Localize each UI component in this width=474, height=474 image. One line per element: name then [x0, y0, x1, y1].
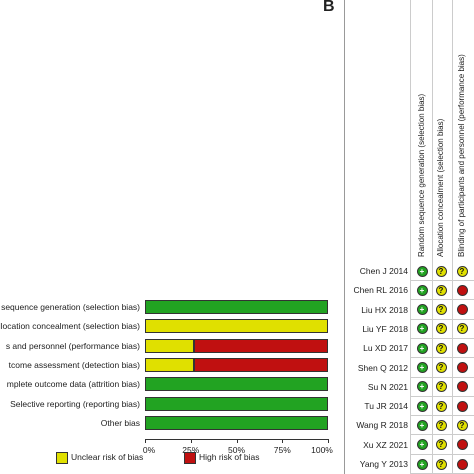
x-tick-label: 25% — [182, 445, 200, 456]
x-tick — [236, 439, 238, 444]
rating-dot-low: + — [416, 381, 428, 393]
rating-dot-low: + — [416, 265, 428, 277]
rating-dot-high — [456, 362, 468, 373]
domain-label: Other bias — [100, 417, 140, 428]
legend-swatch-high — [184, 452, 196, 464]
domain-label: Selective reporting (reporting bias) — [10, 398, 140, 409]
bar-segment-high — [194, 338, 328, 353]
domain-label: mplete outcome data (attrition bias) — [6, 379, 140, 390]
row-divider — [410, 318, 474, 320]
rating-dot-unclear: ? — [435, 419, 447, 431]
risk-of-bias-summary-chart: sequence generation (selection bias) lloc… — [0, 300, 333, 464]
panel-letter: B — [323, 0, 335, 15]
column-divider — [410, 0, 411, 474]
rating-dot-unclear: ? — [435, 284, 447, 296]
rating-dot-low: + — [416, 323, 428, 335]
rating-dot-low: + — [416, 458, 428, 470]
x-tick-label: 50% — [227, 445, 246, 456]
domain-label: sequence generation (selection bias) — [1, 302, 140, 312]
rating-dot-low: + — [416, 400, 428, 412]
rating-dot-unclear: ? — [456, 323, 468, 335]
rating-dot-low: + — [416, 304, 428, 316]
column-divider — [452, 0, 453, 474]
column-header: Blinding of participants and personnel (… — [457, 54, 466, 257]
rating-dot-unclear: ? — [435, 381, 447, 393]
row-divider — [410, 376, 474, 378]
x-tick-label: 100% — [311, 445, 333, 456]
domain-label: llocation concealment (selection bias) — [0, 321, 140, 332]
grid-frame — [344, 0, 474, 474]
row-divider — [410, 280, 474, 281]
study-label: Lu XD 2017 — [363, 343, 408, 354]
x-tick — [145, 439, 146, 444]
study-label: Shen Q 2012 — [357, 362, 408, 373]
bar-segment-low — [145, 377, 328, 392]
row-divider — [410, 337, 474, 339]
row-divider — [410, 395, 474, 397]
legend-label-unclear: Unclear risk of bias — [71, 452, 144, 462]
rating-dot-unclear: ? — [435, 342, 447, 354]
rating-dot-high — [456, 342, 468, 354]
rating-dot-unclear: ? — [435, 439, 447, 451]
column-header: Allocation concealment (selection bias) — [436, 118, 445, 257]
row-divider — [410, 415, 474, 417]
rating-dot-unclear: ? — [435, 362, 447, 373]
study-label: Xu XZ 2021 — [363, 439, 408, 450]
bar-segment-unclear — [145, 319, 328, 334]
rating-dot-unclear: ? — [435, 400, 447, 412]
rating-dot-unclear: ? — [435, 265, 447, 277]
rating-dot-unclear: ? — [435, 304, 447, 316]
rating-dot-unclear: ? — [456, 419, 468, 431]
row-divider — [410, 434, 474, 436]
bar-segment-low — [145, 396, 328, 411]
risk-of-bias-graph: B Random sequence generation (selection … — [323, 0, 474, 474]
rating-dot-unclear: ? — [456, 265, 468, 277]
domain-label: s and personnel (performance bias) — [5, 340, 140, 351]
rating-dot-unclear: ? — [435, 458, 447, 470]
rating-dot-high — [456, 458, 468, 470]
x-tick-label: 75% — [273, 445, 291, 456]
bar-segment-high — [194, 357, 328, 372]
rating-dot-high — [456, 284, 468, 296]
rating-dot-high — [456, 439, 468, 451]
bar-segment-low — [145, 415, 328, 430]
rating-dot-low: + — [416, 439, 428, 451]
bar-segment-unclear — [145, 338, 195, 353]
column-header: Random sequence generation (selection bi… — [417, 93, 426, 257]
rating-dot-low: + — [416, 419, 428, 431]
study-label: Liu YF 2018 — [362, 323, 408, 334]
study-label: Liu HX 2018 — [361, 304, 408, 315]
bar-segment-low — [145, 300, 328, 314]
column-divider — [432, 0, 433, 474]
rating-dot-unclear: ? — [435, 323, 447, 335]
legend-swatch-unclear — [56, 452, 68, 464]
row-divider — [410, 299, 474, 301]
study-label: Chen J 2014 — [359, 266, 408, 276]
bar-segment-unclear — [145, 357, 195, 372]
study-label: Chen RL 2016 — [353, 285, 408, 296]
x-tick — [190, 439, 192, 444]
study-label: Yang Y 2013 — [359, 459, 408, 469]
x-tick — [282, 439, 284, 444]
rating-dot-low: + — [416, 342, 428, 354]
study-label: Tu JR 2014 — [364, 401, 408, 412]
rating-dot-low: + — [416, 362, 428, 373]
x-tick-label: 0% — [142, 445, 156, 456]
row-divider — [410, 357, 474, 359]
rating-dot-high — [456, 381, 468, 393]
study-label: Su N 2021 — [367, 381, 408, 392]
study-label: Wang R 2018 — [356, 420, 408, 431]
row-divider — [410, 453, 474, 455]
rating-dot-high — [456, 400, 468, 412]
legend-label-high: High risk of bias — [199, 452, 260, 462]
domain-label: tcome assessment (detection bias) — [8, 359, 140, 370]
rating-dot-high — [456, 304, 468, 316]
x-tick — [328, 439, 329, 444]
rating-dot-low: + — [416, 284, 428, 296]
